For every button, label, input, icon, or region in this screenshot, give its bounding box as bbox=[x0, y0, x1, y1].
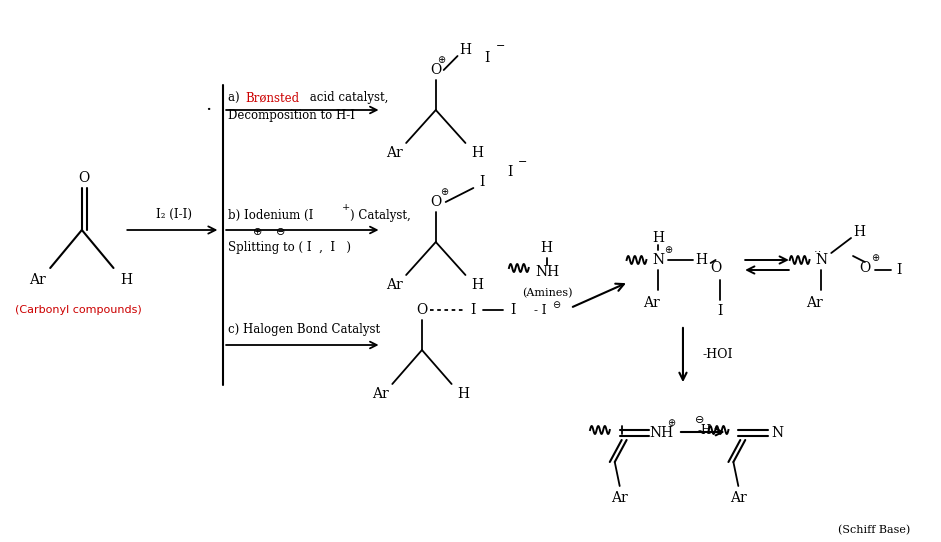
Text: Ar: Ar bbox=[643, 296, 660, 310]
Text: Ar: Ar bbox=[806, 296, 822, 310]
Text: -H: -H bbox=[697, 423, 711, 436]
Text: +: + bbox=[342, 203, 350, 212]
Text: I: I bbox=[510, 303, 516, 317]
Text: H: H bbox=[695, 253, 708, 267]
Text: Ar: Ar bbox=[612, 491, 628, 505]
Text: O: O bbox=[859, 261, 870, 275]
Text: -HOI: -HOI bbox=[703, 349, 733, 362]
Text: .: . bbox=[205, 96, 212, 114]
Text: Ar: Ar bbox=[372, 387, 389, 401]
Text: N: N bbox=[652, 253, 664, 267]
Text: O: O bbox=[710, 261, 721, 275]
Text: Brønsted: Brønsted bbox=[245, 92, 299, 105]
Text: (Amines): (Amines) bbox=[522, 288, 573, 298]
Text: I: I bbox=[480, 175, 485, 189]
Text: ⊕: ⊕ bbox=[439, 187, 448, 197]
Text: ⊕: ⊕ bbox=[664, 245, 672, 255]
Text: N: N bbox=[815, 253, 827, 267]
Text: Ar: Ar bbox=[29, 273, 46, 287]
Text: H: H bbox=[853, 225, 865, 239]
Text: ⊖: ⊖ bbox=[276, 227, 285, 237]
Text: NH: NH bbox=[535, 265, 560, 279]
Text: O: O bbox=[430, 195, 441, 209]
Text: ) Catalyst,: ) Catalyst, bbox=[350, 209, 410, 222]
Text: I: I bbox=[485, 51, 490, 65]
Text: I₂ (I-I): I₂ (I-I) bbox=[156, 208, 192, 221]
Text: O: O bbox=[416, 303, 427, 317]
Text: ⊕: ⊕ bbox=[667, 418, 675, 428]
Text: −: − bbox=[518, 157, 528, 167]
Text: −: − bbox=[495, 41, 504, 51]
Text: Ar: Ar bbox=[386, 278, 403, 292]
Text: c) Halogen Bond Catalyst: c) Halogen Bond Catalyst bbox=[228, 324, 380, 337]
Text: Ar: Ar bbox=[730, 491, 747, 505]
Text: Decomposition to H-I: Decomposition to H-I bbox=[228, 109, 355, 122]
Text: ‥: ‥ bbox=[814, 244, 821, 254]
Text: ⊖: ⊖ bbox=[695, 415, 705, 425]
Text: ⊕: ⊕ bbox=[870, 253, 879, 263]
Text: (Schiff Base): (Schiff Base) bbox=[838, 525, 910, 535]
Text: Ar: Ar bbox=[386, 146, 403, 160]
Text: b) Iodenium (I: b) Iodenium (I bbox=[228, 209, 313, 222]
Text: - I: - I bbox=[534, 305, 547, 318]
Text: H: H bbox=[471, 146, 484, 160]
Text: I: I bbox=[896, 263, 901, 277]
Text: a): a) bbox=[228, 92, 244, 105]
Text: H: H bbox=[457, 387, 470, 401]
Text: H: H bbox=[120, 273, 133, 287]
Text: ⊕: ⊕ bbox=[437, 55, 445, 65]
Text: H: H bbox=[459, 43, 471, 57]
Text: H: H bbox=[471, 278, 484, 292]
Text: ⊕: ⊕ bbox=[253, 227, 263, 237]
Text: NH: NH bbox=[649, 426, 673, 440]
Text: ⊖: ⊖ bbox=[552, 300, 561, 310]
Text: O: O bbox=[430, 63, 441, 77]
Text: O: O bbox=[78, 171, 89, 185]
Text: H: H bbox=[652, 231, 664, 245]
Text: H: H bbox=[540, 241, 552, 255]
Text: I: I bbox=[507, 165, 513, 179]
Text: I: I bbox=[470, 303, 476, 317]
Text: (Carbonyl compounds): (Carbonyl compounds) bbox=[14, 305, 141, 315]
Text: N: N bbox=[772, 426, 784, 440]
Text: acid catalyst,: acid catalyst, bbox=[306, 92, 389, 105]
Text: Splitting to ( I  ,  I   ): Splitting to ( I , I ) bbox=[228, 242, 351, 255]
Text: I: I bbox=[717, 304, 723, 318]
